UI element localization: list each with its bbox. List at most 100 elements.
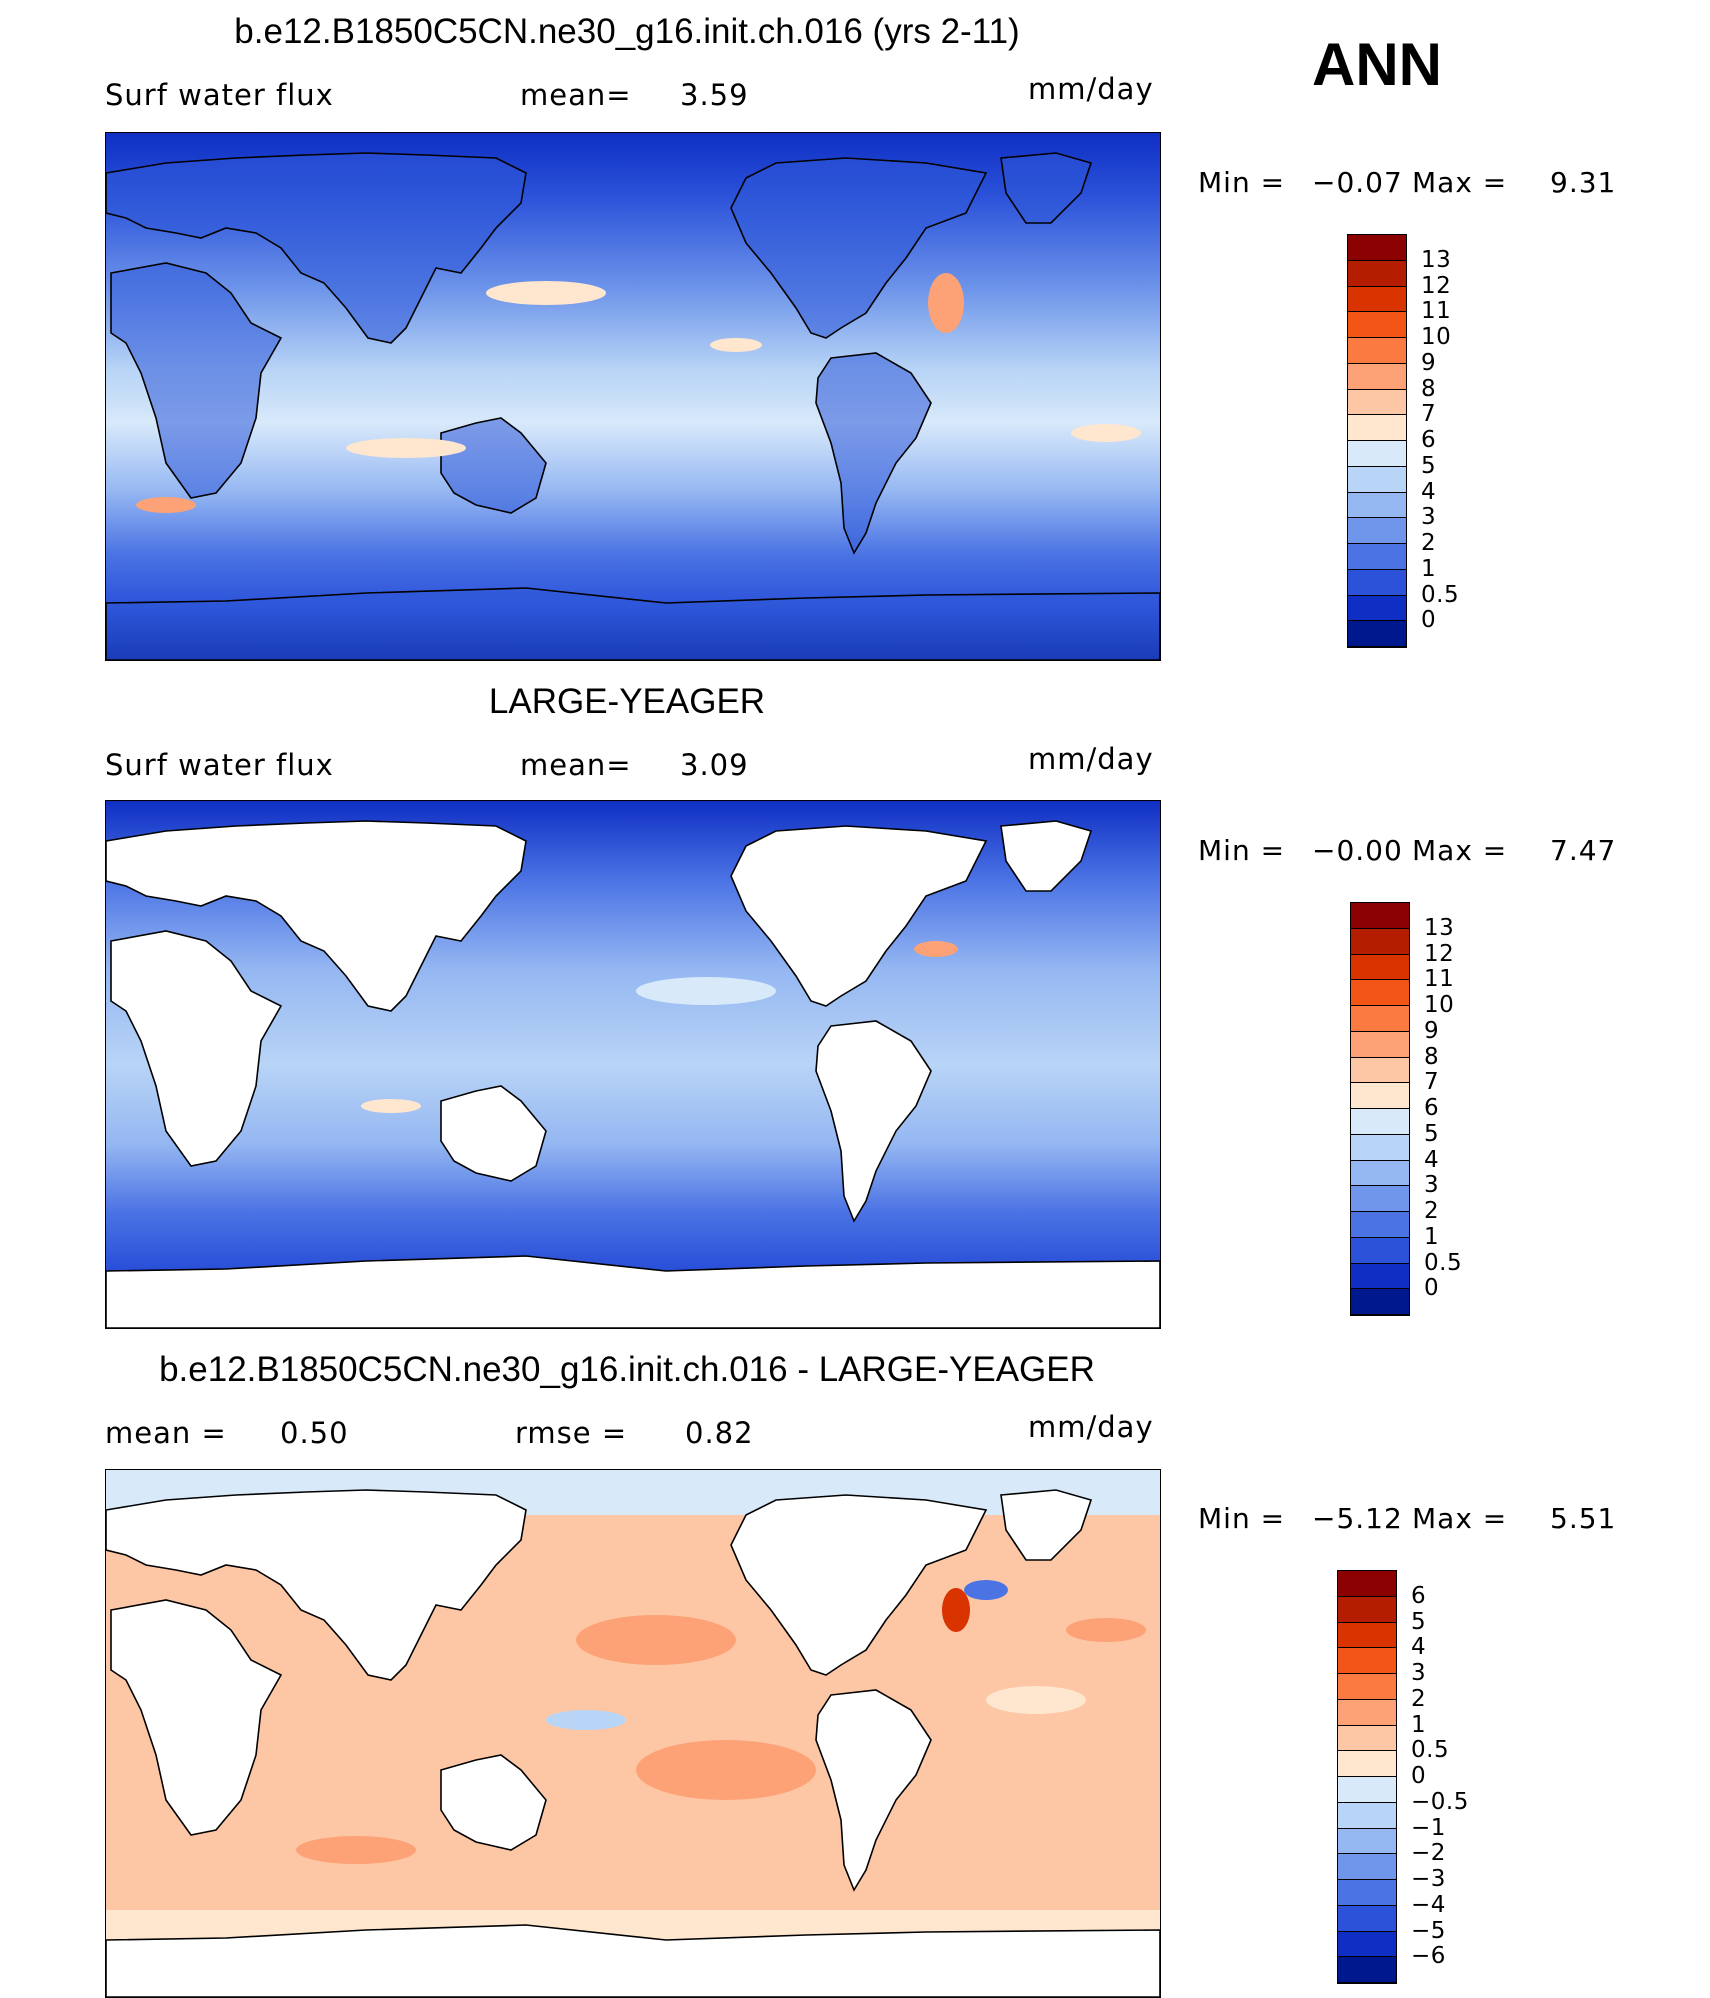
colorbar-1-swatch — [1348, 260, 1406, 287]
colorbar-1-swatch — [1348, 363, 1406, 390]
colorbar-3-tick-label: 1 — [1411, 1711, 1427, 1738]
colorbar-1-swatch — [1348, 338, 1406, 364]
colorbar-2-swatch — [1351, 1083, 1409, 1109]
colorbar-1-tick-label: 5 — [1421, 452, 1437, 479]
colorbar-3-tick-label: −6 — [1411, 1943, 1446, 1970]
panel-1-max-label: Max = — [1412, 166, 1508, 199]
colorbar-1 — [1347, 234, 1407, 648]
panel-3-min-label: Min = — [1198, 1502, 1286, 1535]
colorbar-3-tick-label: −4 — [1411, 1891, 1446, 1918]
panel-2-max-label: Max = — [1412, 834, 1508, 867]
colorbar-1-swatch — [1348, 621, 1406, 647]
panel-2-stat1-value: 3.09 — [680, 748, 749, 782]
panel-3-hotspot-3 — [546, 1710, 626, 1730]
panel-1-variable: Surf water flux — [105, 78, 334, 112]
panel-1-hotspot-atlantic — [1071, 424, 1141, 442]
panel-1-stat1-value: 3.59 — [680, 78, 749, 112]
colorbar-1-tick-label: 8 — [1421, 375, 1437, 402]
colorbar-2-tick-label: 11 — [1424, 966, 1455, 993]
panel-3-stat1-label: mean = — [105, 1416, 227, 1450]
panel-2-hotspot-npacific — [636, 977, 776, 1005]
colorbar-3 — [1337, 1570, 1397, 1984]
colorbar-3-swatch — [1338, 1751, 1396, 1777]
colorbar-1-tick-label: 0.5 — [1421, 581, 1460, 608]
colorbar-2-tick-label: 7 — [1424, 1069, 1440, 1096]
colorbar-1-swatch — [1348, 595, 1406, 622]
panel-2-hotspot-tropics — [361, 1099, 421, 1113]
panel-3-map — [105, 1469, 1161, 1998]
colorbar-3-tick-label: 2 — [1411, 1685, 1427, 1712]
colorbar-1-swatch — [1348, 466, 1406, 493]
panel-1-title: b.e12.B1850C5CN.ne30_g16.init.ch.016 (yr… — [234, 12, 1020, 51]
colorbar-2-swatch — [1351, 1160, 1409, 1187]
colorbar-1-tick-label: 7 — [1421, 401, 1437, 428]
panel-3-hotspot-4 — [986, 1686, 1086, 1714]
colorbar-3-tick-label: 6 — [1411, 1582, 1427, 1609]
colorbar-2-swatch — [1351, 954, 1409, 981]
colorbar-2-swatch — [1351, 1134, 1409, 1161]
colorbar-2-swatch — [1351, 1186, 1409, 1212]
colorbar-1-swatch — [1348, 544, 1406, 570]
colorbar-2-swatch — [1351, 928, 1409, 955]
colorbar-1-swatch — [1348, 235, 1406, 261]
colorbar-3-tick-label: 5 — [1411, 1608, 1427, 1635]
colorbar-3-tick-label: 0.5 — [1411, 1737, 1450, 1764]
colorbar-2-swatch — [1351, 1237, 1409, 1264]
panel-2-min-value: −0.00 — [1312, 834, 1403, 867]
panel-2-units: mm/day — [1028, 742, 1154, 776]
panel-2-map — [105, 800, 1161, 1329]
colorbar-2-swatch — [1351, 1031, 1409, 1058]
colorbar-2-swatch — [1351, 1006, 1409, 1032]
colorbar-2-tick-label: 13 — [1424, 914, 1455, 941]
colorbar-1-tick-label: 11 — [1421, 298, 1452, 325]
panel-2-max-value: 7.47 — [1550, 834, 1617, 867]
colorbar-2-swatch — [1351, 1212, 1409, 1238]
colorbar-2 — [1350, 902, 1410, 1316]
panel-2-stat1-label: mean= — [520, 748, 632, 782]
colorbar-1-swatch — [1348, 312, 1406, 338]
colorbar-3-swatch — [1338, 1905, 1396, 1932]
colorbar-1-swatch — [1348, 286, 1406, 313]
colorbar-1-tick-label: 13 — [1421, 246, 1452, 273]
colorbar-2-tick-label: 1 — [1424, 1223, 1440, 1250]
colorbar-2-swatch — [1351, 1289, 1409, 1315]
colorbar-2-swatch — [1351, 980, 1409, 1006]
colorbar-3-tick-label: 4 — [1411, 1634, 1427, 1661]
colorbar-3-swatch — [1338, 1802, 1396, 1829]
colorbar-2-tick-label: 2 — [1424, 1198, 1440, 1224]
panel-1-hotspot-gulfstream — [928, 273, 964, 333]
colorbar-3-swatch — [1338, 1622, 1396, 1649]
panel-2-hotspot-gulfstream — [914, 941, 958, 957]
panel-1-map-svg — [106, 133, 1160, 660]
colorbar-2-tick-label: 12 — [1424, 940, 1455, 967]
panel-1-hotspot-tropics — [346, 438, 466, 458]
colorbar-2-swatch — [1351, 903, 1409, 929]
colorbar-1-tick-label: 4 — [1421, 478, 1437, 505]
panel-3-title: b.e12.B1850C5CN.ne30_g16.init.ch.016 - L… — [159, 1350, 1095, 1389]
colorbar-2-tick-label: 0 — [1424, 1275, 1440, 1302]
panel-3-hotspot-1 — [576, 1615, 736, 1665]
panel-2-min-label: Min = — [1198, 834, 1286, 867]
colorbar-1-tick-label: 6 — [1421, 427, 1437, 453]
colorbar-3-tick-label: 3 — [1411, 1660, 1427, 1686]
colorbar-3-tick-label: −5 — [1411, 1917, 1446, 1944]
panel-3-hotspot-5 — [296, 1836, 416, 1864]
colorbar-3-tick-label: −3 — [1411, 1866, 1446, 1892]
colorbar-2-tick-label: 5 — [1424, 1120, 1440, 1147]
colorbar-1-tick-label: 9 — [1421, 349, 1437, 376]
colorbar-2-tick-label: 8 — [1424, 1043, 1440, 1070]
panel-3-max-value: 5.51 — [1550, 1502, 1617, 1535]
colorbar-1-swatch — [1348, 441, 1406, 467]
panel-3-min-value: −5.12 — [1312, 1502, 1403, 1535]
panel-2-title: LARGE-YEAGER — [488, 682, 766, 721]
colorbar-1-tick-label: 1 — [1421, 555, 1437, 582]
panel-1-hotspot-kuroshio — [486, 281, 606, 305]
colorbar-1-tick-label: 10 — [1421, 324, 1452, 350]
colorbar-2-tick-label: 3 — [1424, 1172, 1440, 1199]
colorbar-3-swatch — [1338, 1674, 1396, 1700]
colorbar-3-tick-label: −0.5 — [1411, 1788, 1469, 1815]
colorbar-1-tick-label: 2 — [1421, 530, 1437, 556]
panel-1-hotspot-agulhas — [136, 497, 196, 513]
colorbar-2-tick-label: 9 — [1424, 1017, 1440, 1044]
colorbar-3-swatch — [1338, 1957, 1396, 1983]
